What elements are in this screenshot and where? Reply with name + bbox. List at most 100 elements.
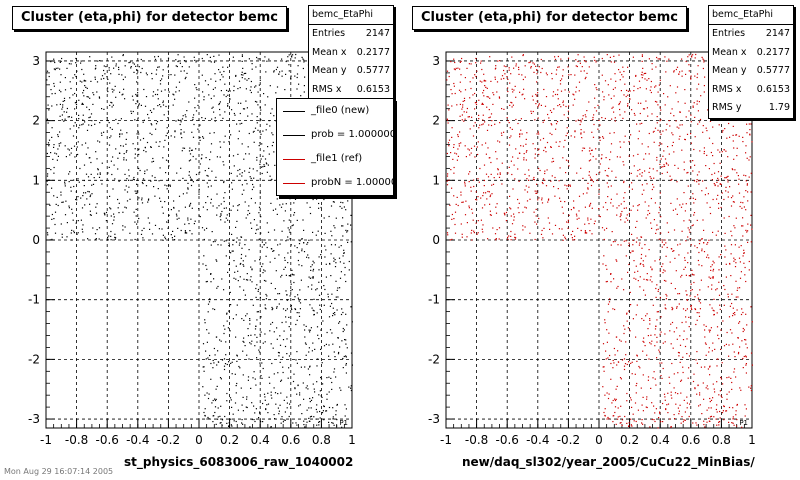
data-point bbox=[694, 198, 697, 200]
data-point bbox=[578, 90, 580, 92]
data-point bbox=[673, 373, 675, 375]
data-point bbox=[256, 116, 258, 118]
data-point bbox=[305, 325, 307, 327]
data-point bbox=[453, 172, 455, 174]
data-point bbox=[288, 326, 290, 328]
data-point bbox=[237, 102, 239, 104]
data-point bbox=[447, 104, 449, 106]
data-point bbox=[711, 288, 713, 290]
data-point bbox=[89, 214, 91, 216]
data-point bbox=[665, 255, 667, 257]
data-point bbox=[688, 316, 690, 318]
data-point bbox=[699, 394, 701, 396]
data-point bbox=[87, 176, 90, 178]
data-point bbox=[291, 225, 293, 227]
data-point bbox=[671, 248, 673, 250]
data-point bbox=[614, 87, 616, 89]
data-point bbox=[648, 132, 650, 135]
data-point bbox=[601, 57, 603, 60]
data-point bbox=[96, 229, 98, 231]
data-point bbox=[688, 70, 690, 72]
data-point bbox=[240, 74, 243, 76]
data-point bbox=[656, 116, 658, 118]
data-point bbox=[604, 117, 606, 120]
data-point bbox=[234, 271, 236, 273]
data-point bbox=[644, 244, 646, 246]
data-point bbox=[566, 188, 568, 190]
data-point bbox=[462, 201, 464, 203]
data-point bbox=[654, 328, 657, 330]
data-point bbox=[446, 175, 449, 177]
data-point bbox=[552, 157, 554, 160]
data-point bbox=[201, 157, 203, 159]
data-point bbox=[640, 236, 643, 238]
data-point bbox=[735, 296, 737, 298]
data-point bbox=[253, 130, 255, 132]
data-point bbox=[154, 93, 157, 96]
data-point bbox=[456, 159, 458, 161]
data-point bbox=[46, 175, 49, 177]
data-point bbox=[518, 152, 521, 154]
data-point bbox=[596, 89, 598, 91]
data-point bbox=[258, 145, 260, 147]
data-point bbox=[655, 384, 657, 386]
data-point bbox=[180, 167, 182, 169]
data-point bbox=[540, 71, 542, 74]
data-point bbox=[579, 123, 581, 126]
data-point bbox=[684, 266, 686, 268]
data-point bbox=[129, 198, 131, 200]
data-point bbox=[671, 132, 673, 134]
data-point bbox=[86, 106, 88, 108]
data-point bbox=[637, 169, 639, 172]
data-point bbox=[262, 155, 264, 157]
data-point bbox=[636, 304, 638, 306]
data-point bbox=[497, 168, 499, 170]
data-point bbox=[673, 115, 675, 117]
data-point bbox=[468, 116, 470, 118]
data-point bbox=[242, 260, 244, 262]
data-point bbox=[143, 119, 145, 121]
data-point bbox=[655, 325, 657, 327]
legend-label: _file0 (new) bbox=[311, 105, 370, 116]
data-point bbox=[65, 156, 67, 158]
data-point bbox=[101, 183, 103, 185]
data-point bbox=[309, 401, 311, 403]
data-point bbox=[704, 329, 706, 331]
data-point bbox=[681, 58, 683, 60]
data-point bbox=[491, 193, 493, 195]
data-point bbox=[714, 348, 716, 350]
data-point bbox=[461, 236, 463, 238]
data-point bbox=[649, 323, 651, 325]
data-point bbox=[230, 424, 232, 426]
data-point bbox=[174, 239, 176, 241]
data-point bbox=[453, 82, 455, 85]
data-point bbox=[628, 186, 630, 188]
data-point bbox=[223, 180, 225, 182]
data-point bbox=[270, 282, 272, 284]
data-point bbox=[118, 68, 120, 71]
data-point bbox=[78, 118, 80, 120]
data-point bbox=[175, 120, 177, 122]
data-point bbox=[641, 55, 643, 57]
data-point bbox=[652, 183, 654, 186]
data-point bbox=[78, 181, 80, 183]
data-point bbox=[649, 279, 651, 281]
data-point bbox=[470, 186, 472, 188]
data-point bbox=[57, 204, 59, 207]
data-point bbox=[751, 228, 753, 230]
data-point bbox=[686, 294, 688, 296]
data-point bbox=[739, 261, 741, 263]
data-point bbox=[220, 405, 222, 407]
data-point bbox=[81, 144, 83, 146]
data-point bbox=[733, 201, 735, 203]
data-point bbox=[59, 68, 61, 70]
data-point bbox=[675, 120, 677, 122]
stats-box: bemc_EtaPhi Entries 2147 Mean x 0.2177 M… bbox=[308, 5, 394, 100]
data-point bbox=[723, 149, 725, 151]
data-point bbox=[621, 359, 624, 361]
data-point bbox=[113, 219, 115, 221]
data-point bbox=[627, 90, 629, 92]
data-point bbox=[233, 112, 235, 115]
data-point bbox=[218, 205, 220, 207]
data-point bbox=[651, 63, 653, 65]
